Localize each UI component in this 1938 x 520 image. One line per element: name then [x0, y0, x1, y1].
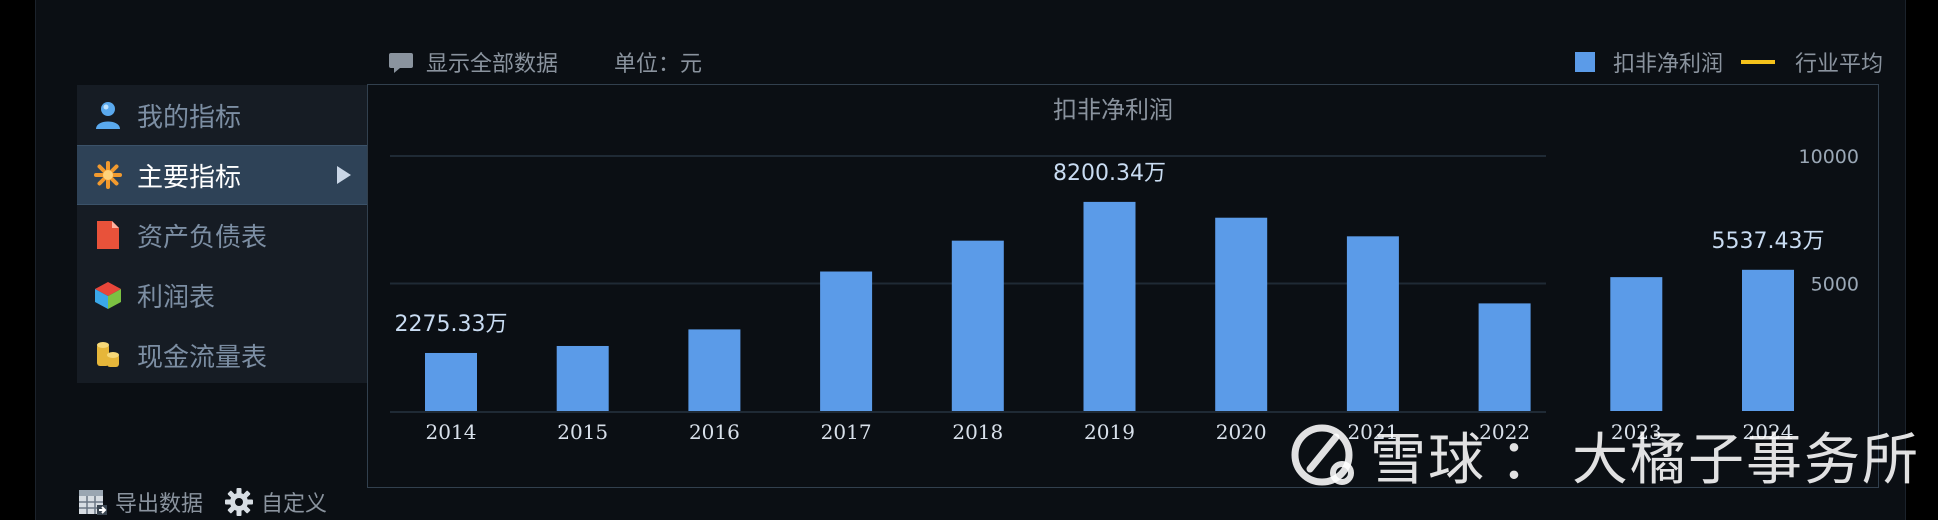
sidebar-item-label: 现金流量表 [137, 342, 268, 373]
coins-icon [93, 340, 123, 370]
spreadsheet-export-icon [77, 487, 109, 517]
bar-2023[interactable] [1610, 277, 1663, 411]
unit-label: 单位：元 [614, 52, 703, 77]
show-all-data-label: 显示全部数据 [426, 52, 559, 77]
x-tick-label: 2024 [1743, 420, 1794, 444]
x-tick-label: 2021 [1347, 420, 1398, 444]
chart-legend: 扣非净利润 行业平均 [1557, 42, 1883, 82]
bottom-toolbar: 导出数据 [77, 485, 347, 519]
user-icon [93, 100, 123, 130]
sidebar-item-label: 我的指标 [137, 102, 242, 133]
sidebar-item-label: 利润表 [137, 282, 216, 313]
sidebar-item-my-indicators[interactable]: 我的指标 [77, 85, 367, 145]
gear-icon [223, 487, 255, 517]
y-tick-label: 5000 [1811, 274, 1859, 296]
chart-panel: 扣非净利润 2275.33万 8200.34万 5537.43万 5000 10000… [367, 84, 1879, 488]
chart-toolbar: 显示全部数据 单位：元 [388, 42, 702, 82]
legend-item-industry-average[interactable]: 行业平均 [1740, 46, 1883, 78]
bar-2015[interactable] [556, 345, 609, 411]
bar-2022[interactable] [1478, 303, 1531, 411]
data-label-2024: 5537.43万 [1712, 229, 1825, 254]
bar-2018[interactable] [951, 240, 1004, 411]
x-tick-label: 2020 [1216, 420, 1267, 444]
x-tick-label: 2017 [821, 420, 872, 444]
sidebar-item-income-statement[interactable]: 利润表 [77, 265, 367, 325]
sidebar-item-label: 资产负债表 [137, 222, 268, 253]
x-tick-label: 2022 [1479, 420, 1530, 444]
x-tick-label: 2014 [426, 420, 477, 444]
sidebar-item-label: 主要指标 [137, 162, 242, 193]
bar-2020[interactable] [1215, 217, 1268, 411]
export-data-label: 导出数据 [115, 492, 204, 517]
cube-icon [93, 280, 123, 310]
x-tick-label: 2016 [689, 420, 740, 444]
show-all-data-button[interactable]: 显示全部数据 [388, 46, 558, 78]
legend-line-swatch [1740, 60, 1775, 64]
y-tick-label: 10000 [1799, 146, 1859, 168]
customize-button[interactable]: 自定义 [223, 486, 327, 518]
bar-2019[interactable] [1083, 201, 1136, 411]
export-data-button[interactable]: 导出数据 [77, 486, 203, 518]
bar-2024[interactable] [1742, 269, 1794, 411]
x-tick-label: 2015 [557, 420, 608, 444]
legend-bar-swatch [1574, 52, 1595, 72]
sidebar-item-balance-sheet[interactable]: 资产负债表 [77, 205, 367, 265]
sidebar-item-main-indicators[interactable]: 主要指标 [77, 145, 367, 205]
indicator-sidebar: 我的指标 主要指标 [77, 85, 367, 383]
x-tick-label: 2019 [1084, 420, 1135, 444]
legend-item-net-profit[interactable]: 扣非净利润 [1574, 46, 1723, 78]
sidebar-item-cash-flow[interactable]: 现金流量表 [77, 325, 367, 385]
legend-line-label: 行业平均 [1794, 52, 1883, 77]
legend-bar-label: 扣非净利润 [1612, 52, 1723, 77]
bar-2014[interactable] [425, 352, 477, 411]
asterisk-icon [93, 160, 123, 190]
x-tick-label: 2018 [952, 420, 1003, 444]
document-icon [93, 220, 123, 250]
data-label-2014: 2275.33万 [395, 312, 508, 337]
bar-2016[interactable] [688, 329, 741, 411]
caret-right-icon [337, 166, 351, 184]
net-profit-chart: 扣非净利润 2275.33万 8200.34万 5537.43万 5000 10000… [390, 96, 1859, 444]
comment-icon [388, 52, 414, 73]
bar-2017[interactable] [820, 271, 873, 411]
customize-label: 自定义 [261, 492, 328, 517]
bar-2021[interactable] [1346, 236, 1399, 411]
x-tick-label: 2023 [1611, 420, 1662, 444]
data-label-2019: 8200.34万 [1053, 161, 1166, 186]
chart-title: 扣非净利润 [1053, 96, 1173, 124]
